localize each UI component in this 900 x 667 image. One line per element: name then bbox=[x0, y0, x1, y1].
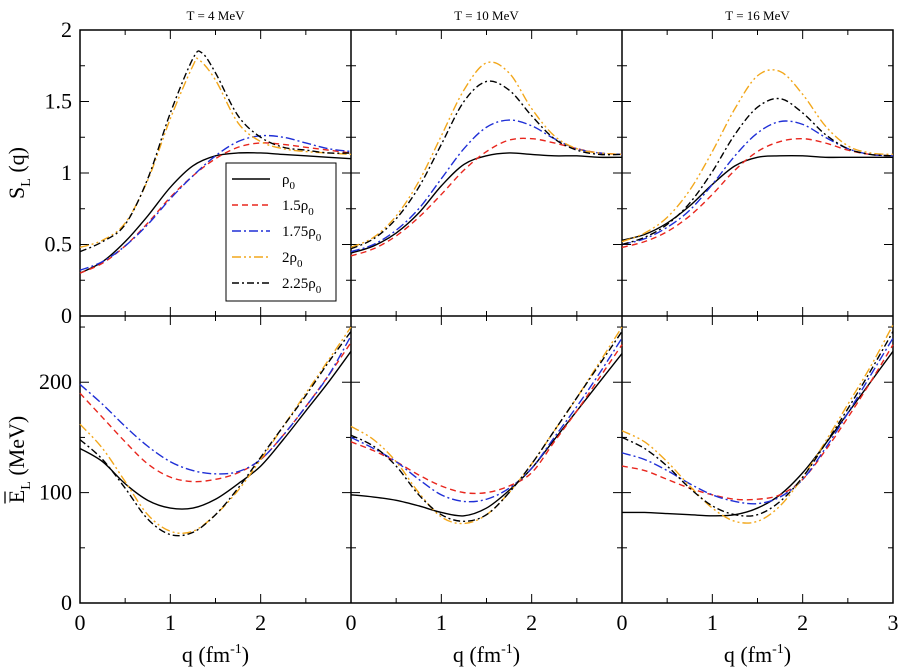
panel-title-2: T = 10 MeV bbox=[454, 8, 519, 23]
line-top-panel2-series2 bbox=[350, 137, 623, 257]
panel-title-1: T = 4 MeV bbox=[186, 8, 245, 23]
line-top-panel2-series4 bbox=[350, 61, 623, 249]
x-tick-label-p1-0: 0 bbox=[75, 610, 86, 635]
legend-box bbox=[225, 162, 337, 302]
line-bottom-panel2-series3 bbox=[350, 337, 623, 503]
line-top-panel2-series3 bbox=[350, 119, 623, 253]
y-tick-label-bottom-200: 200 bbox=[39, 369, 72, 394]
line-top-panel1-series3 bbox=[79, 134, 352, 271]
line-top-panel3-series1 bbox=[621, 154, 893, 241]
line-bottom-panel3-series2 bbox=[621, 344, 894, 501]
line-bottom-panel3-series5 bbox=[621, 331, 894, 517]
line-top-panel1-series1 bbox=[79, 152, 352, 274]
x-tick-label-p3-0: 0 bbox=[617, 610, 628, 635]
y-axis-label-top: SL (q) bbox=[4, 147, 34, 199]
plot-panels bbox=[79, 29, 894, 604]
x-tick-label-p3-3: 3 bbox=[888, 610, 899, 635]
line-bottom-panel1-series2 bbox=[79, 342, 352, 483]
line-bottom-panel1-series4 bbox=[79, 326, 352, 535]
legend-label-1: ρ0 bbox=[282, 172, 296, 192]
line-top-panel3-series4 bbox=[621, 69, 894, 243]
x-tick-label-p1-1: 1 bbox=[165, 610, 176, 635]
panel-title-3: T = 16 MeV bbox=[725, 8, 790, 23]
x-tick-label-p3-1: 1 bbox=[707, 610, 718, 635]
x-tick-label-p3-2: 2 bbox=[797, 610, 808, 635]
legend: ρ0 1.5ρ0 1.75ρ0 2ρ0 2.25ρ0 bbox=[225, 162, 337, 302]
x-axis-label-2: q (fm-1) bbox=[453, 642, 520, 667]
y-tick-label-top-2: 2 bbox=[61, 17, 72, 42]
y-tick-label-bottom-0: 0 bbox=[61, 590, 72, 615]
line-bottom-panel2-series4 bbox=[350, 326, 623, 525]
legend-label-3: 1.75ρ0 bbox=[282, 224, 322, 244]
line-bottom-panel1-series3 bbox=[79, 335, 352, 475]
line-top-panel2-series1 bbox=[350, 152, 623, 254]
legend-label-4: 2ρ0 bbox=[282, 250, 303, 270]
line-top-panel1-series5 bbox=[79, 50, 352, 253]
chart-labels: T = 4 MeV T = 10 MeV T = 16 MeV 0 1 2 0 1 2 0 1 2 3 0… bbox=[4, 8, 899, 667]
line-top-panel3-series2 bbox=[621, 137, 894, 249]
y-tick-label-bottom-100: 100 bbox=[39, 480, 72, 505]
line-bottom-panel2-series5 bbox=[350, 331, 623, 523]
x-axis-label-3: q (fm-1) bbox=[724, 642, 791, 667]
y-axis-label-bottom: EL (MeV) bbox=[4, 416, 34, 504]
x-tick-label-p2-2: 2 bbox=[526, 610, 537, 635]
line-top-panel1-series4 bbox=[79, 57, 352, 249]
line-bottom-panel2-series1 bbox=[350, 353, 623, 517]
x-tick-label-p2-1: 1 bbox=[436, 610, 447, 635]
line-top-panel2-series5 bbox=[350, 80, 623, 250]
line-top-panel3-series3 bbox=[621, 120, 894, 246]
line-bottom-panel1-series5 bbox=[79, 331, 352, 537]
legend-label-5: 2.25ρ0 bbox=[282, 276, 322, 296]
y-tick-label-top-0: 0 bbox=[61, 303, 72, 328]
line-bottom-panel3-series4 bbox=[621, 324, 894, 524]
line-bottom-panel3-series1 bbox=[621, 350, 894, 517]
line-bottom-panel2-series2 bbox=[350, 344, 623, 495]
y-tick-label-top-1: 1 bbox=[61, 160, 72, 185]
y-tick-label-top-0.5: 0.5 bbox=[45, 232, 73, 257]
x-tick-label-p2-0: 0 bbox=[346, 610, 357, 635]
x-axis-label-1: q (fm-1) bbox=[182, 642, 249, 667]
y-tick-label-top-1.5: 1.5 bbox=[45, 89, 73, 114]
line-top-panel3-series5 bbox=[621, 97, 894, 246]
x-tick-label-p1-2: 2 bbox=[255, 610, 266, 635]
y-axis-label-bottom-text: EL (MeV) bbox=[4, 416, 34, 503]
line-bottom-panel1-series1 bbox=[79, 350, 352, 510]
series-lines bbox=[79, 50, 894, 537]
line-bottom-panel3-series3 bbox=[621, 337, 894, 505]
legend-label-2: 1.5ρ0 bbox=[282, 198, 314, 218]
y-axis-label-top-text: SL (q) bbox=[4, 147, 34, 199]
